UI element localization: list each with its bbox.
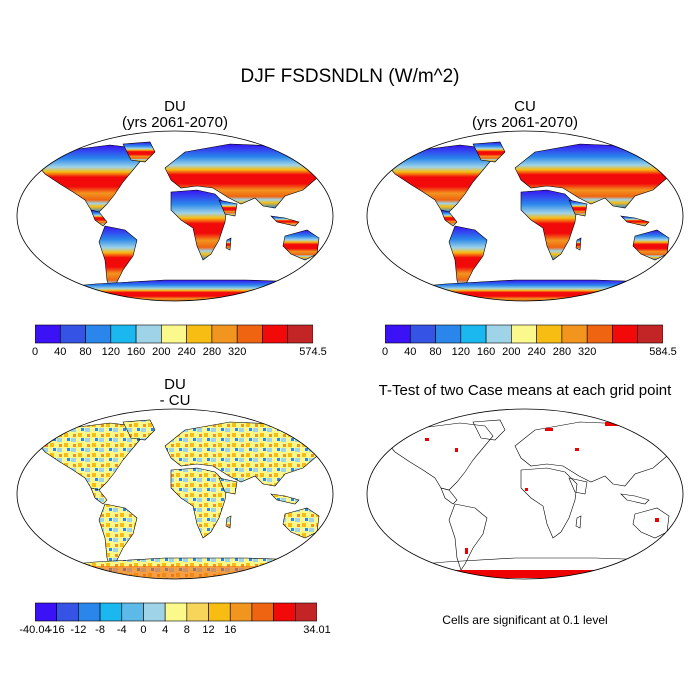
colorbar-swatch bbox=[208, 602, 231, 622]
panel-cu-title-line2: (yrs 2061-2070) bbox=[472, 114, 578, 131]
panel-diff-title-line2: - CU bbox=[159, 392, 191, 409]
colorbar-swatch bbox=[35, 324, 61, 344]
colorbar-swatch bbox=[460, 324, 487, 344]
colorbar-tick-label: 0 bbox=[31, 346, 39, 358]
panel-cu-title-line1: CU bbox=[514, 98, 536, 115]
colorbar-swatch bbox=[251, 602, 274, 622]
significance-note: Cells are significant at 0.1 level bbox=[442, 613, 608, 627]
colorbar-swatch bbox=[409, 324, 436, 344]
map-ttest bbox=[366, 408, 684, 580]
colorbar-tick-label: 34.01 bbox=[303, 624, 331, 636]
panel-ttest-title-line1: T-Test of two Case means at each grid po… bbox=[378, 382, 672, 399]
colorbar-tick-label: 280 bbox=[552, 346, 572, 358]
map-diff bbox=[16, 408, 334, 580]
colorbar-tick-label: 280 bbox=[202, 346, 222, 358]
colorbar-tick-label: 80 bbox=[429, 346, 442, 358]
colorbar-swatch bbox=[110, 324, 137, 344]
colorbar-swatch bbox=[229, 602, 253, 622]
colorbar-tick-label: 584.5 bbox=[649, 346, 677, 358]
colorbar-tick-label: 200 bbox=[502, 346, 521, 358]
colorbar-swatch bbox=[186, 324, 213, 344]
panel-du-title: DU (yrs 2061-2070) bbox=[15, 99, 335, 131]
colorbar-swatch bbox=[637, 324, 663, 344]
colorbar-diff bbox=[35, 602, 317, 622]
colorbar-tick-label: 80 bbox=[79, 346, 92, 358]
colorbar-swatch bbox=[56, 602, 79, 622]
colorbar-swatch bbox=[287, 324, 313, 344]
colorbar-swatch bbox=[211, 324, 238, 344]
colorbar-du-labels: 0 40 80 120 160 200 240 280 320 574.5 bbox=[31, 346, 327, 360]
colorbar-tick-label: -4 bbox=[116, 624, 127, 636]
colorbar-swatch bbox=[85, 324, 112, 344]
colorbar-swatch bbox=[385, 324, 411, 344]
panel-ttest-title: T-Test of two Case means at each grid po… bbox=[355, 383, 695, 399]
colorbar-tick-label: 120 bbox=[101, 346, 120, 358]
colorbar-swatch bbox=[78, 602, 101, 622]
colorbar-swatch bbox=[236, 324, 263, 344]
colorbar-tick-label: 4 bbox=[162, 624, 169, 636]
map-cu bbox=[366, 130, 684, 302]
colorbar-tick-label: 0 bbox=[381, 346, 389, 358]
panel-du-title-line2: (yrs 2061-2070) bbox=[122, 114, 228, 131]
colorbar-tick-label: 120 bbox=[451, 346, 470, 358]
colorbar-tick-label: 160 bbox=[476, 346, 496, 358]
map-du bbox=[16, 130, 334, 302]
panel-diff-title: DU - CU bbox=[15, 377, 335, 409]
colorbar-tick-label: 200 bbox=[152, 346, 171, 358]
colorbar-swatch bbox=[262, 324, 289, 344]
colorbar-swatch bbox=[35, 602, 57, 622]
colorbar-tick-label: -40.04 bbox=[19, 624, 51, 636]
panel-diff-title-line1: DU bbox=[164, 376, 186, 393]
colorbar-tick-label: 160 bbox=[126, 346, 146, 358]
panel-cu-title: CU (yrs 2061-2070) bbox=[365, 99, 685, 131]
colorbar-tick-label: 320 bbox=[227, 346, 247, 358]
colorbar-diff-labels: -40.04 -16 -12 -8 -4 0 4 8 12 16 34.01 bbox=[19, 624, 330, 638]
colorbar-tick-label: 574.5 bbox=[299, 346, 327, 358]
colorbar-tick-label: 12 bbox=[202, 624, 215, 636]
colorbar-tick-label: 320 bbox=[577, 346, 597, 358]
colorbar-tick-label: 40 bbox=[404, 346, 417, 358]
colorbar-swatch bbox=[161, 324, 187, 344]
colorbar-tick-label: 16 bbox=[224, 624, 237, 636]
colorbar-swatch bbox=[612, 324, 639, 344]
colorbar-cu bbox=[385, 324, 663, 344]
colorbar-swatch bbox=[511, 324, 537, 344]
colorbar-swatch bbox=[135, 324, 162, 344]
colorbar-du bbox=[35, 324, 313, 344]
figure-title: DJF FSDSNDLN (W/m^2) bbox=[240, 66, 460, 87]
colorbar-swatch bbox=[536, 324, 563, 344]
colorbar-swatch bbox=[99, 602, 123, 622]
colorbar-tick-label: 0 bbox=[140, 624, 147, 636]
colorbar-tick-label: 240 bbox=[177, 346, 196, 358]
colorbar-tick-label: -12 bbox=[70, 624, 87, 636]
colorbar-swatch bbox=[121, 602, 144, 622]
colorbar-swatch bbox=[586, 324, 613, 344]
colorbar-swatch bbox=[435, 324, 462, 344]
colorbar-swatch bbox=[273, 602, 296, 622]
colorbar-tick-label: -16 bbox=[48, 624, 65, 636]
colorbar-tick-label: -8 bbox=[95, 624, 105, 636]
panel-du-title-line1: DU bbox=[164, 98, 186, 115]
colorbar-swatch bbox=[485, 324, 512, 344]
colorbar-swatch bbox=[143, 602, 166, 622]
colorbar-swatch bbox=[186, 602, 209, 622]
colorbar-swatch bbox=[164, 602, 188, 622]
colorbar-swatch bbox=[561, 324, 588, 344]
colorbar-tick-label: 240 bbox=[527, 346, 546, 358]
colorbar-swatch bbox=[59, 324, 86, 344]
colorbar-cu-labels: 0 40 80 120 160 200 240 280 320 584.5 bbox=[381, 346, 677, 360]
colorbar-swatch bbox=[295, 602, 317, 622]
colorbar-tick-label: 8 bbox=[183, 624, 190, 636]
colorbar-tick-label: 40 bbox=[54, 346, 67, 358]
